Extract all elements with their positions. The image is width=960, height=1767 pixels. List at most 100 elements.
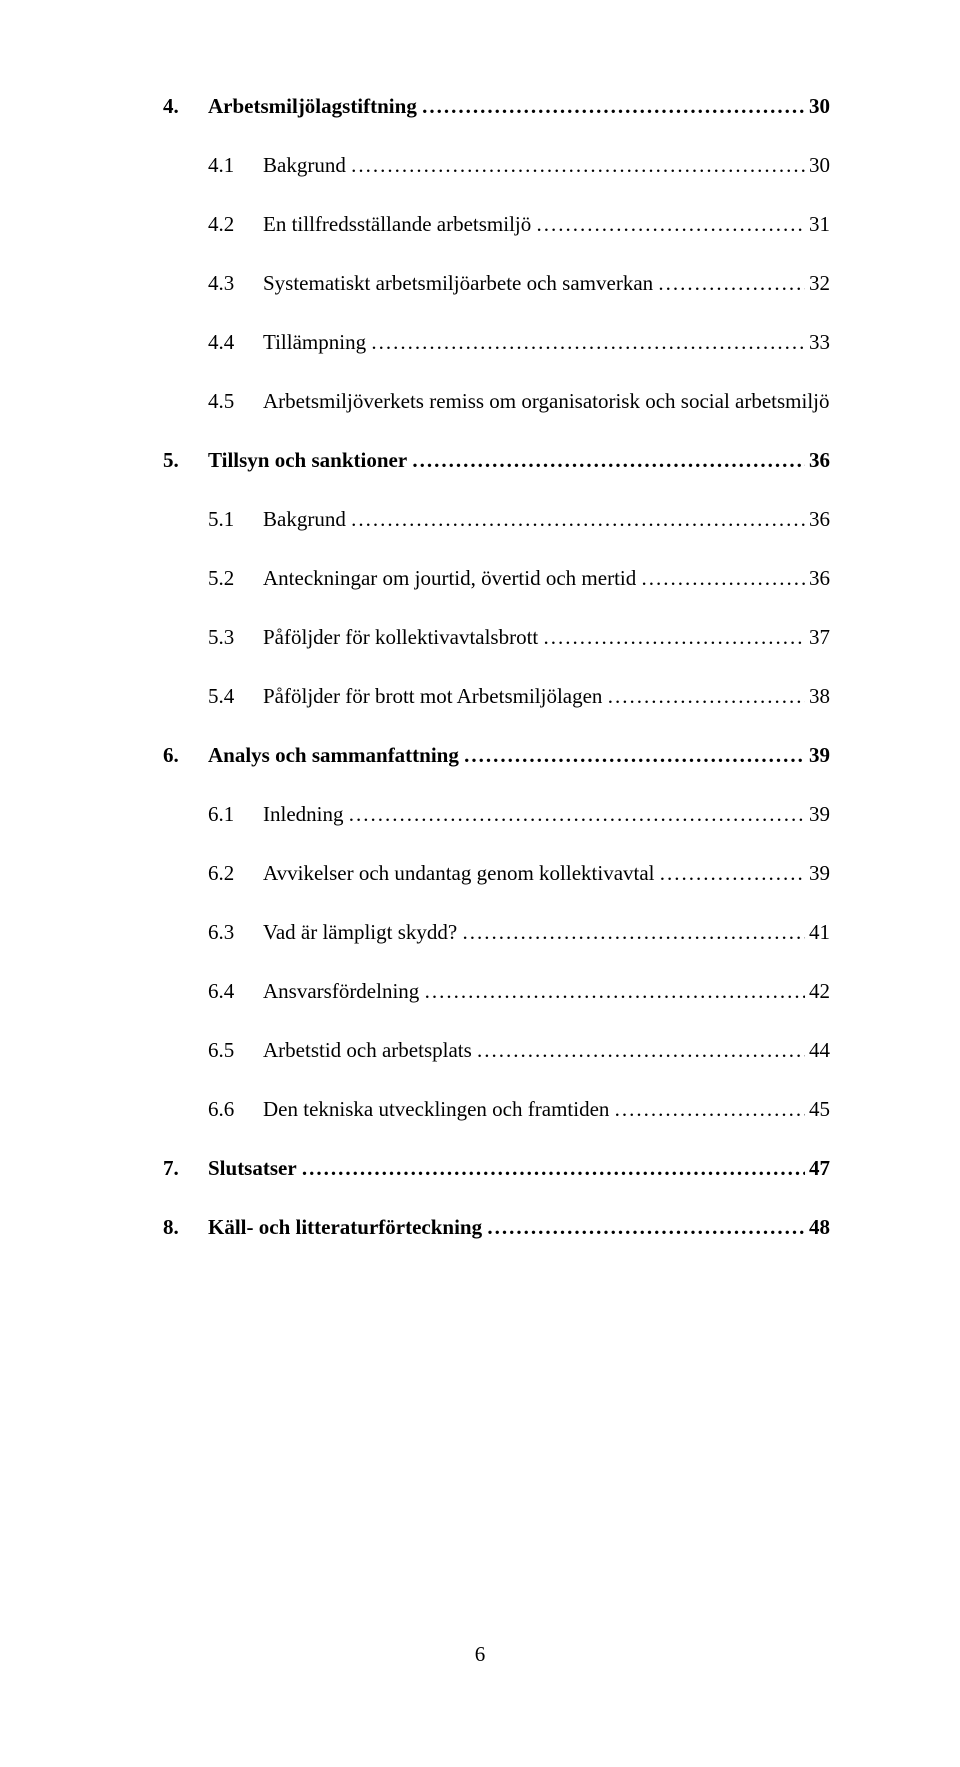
toc-page: 30 (805, 94, 830, 119)
toc-number: 7. (163, 1156, 208, 1181)
toc-leader (537, 212, 805, 237)
toc-page: 32 (805, 271, 830, 296)
toc-entry: 6.1 Inledning 39 (208, 802, 830, 827)
toc-title: Arbetsmiljöverkets remiss om organisator… (263, 389, 830, 414)
toc-number: 4.4 (208, 330, 263, 355)
toc-page: 39 (805, 861, 830, 886)
toc-title: Inledning (263, 802, 343, 827)
toc-leader (422, 94, 805, 119)
toc-title: Anteckningar om jourtid, övertid och mer… (263, 566, 636, 591)
toc-title: Avvikelser och undantag genom kollektiva… (263, 861, 655, 886)
toc-leader (425, 979, 805, 1004)
toc-number: 6.6 (208, 1097, 263, 1122)
toc-entry: 8. Käll- och litteraturförteckning 48 (163, 1215, 830, 1240)
toc-entry: 4.1 Bakgrund 30 (208, 153, 830, 178)
toc-leader (464, 743, 805, 768)
toc-page: 39 (805, 802, 830, 827)
toc-entry: 6. Analys och sammanfattning 39 (163, 743, 830, 768)
toc-number: 5.3 (208, 625, 263, 650)
toc-entry: 4.3 Systematiskt arbetsmiljöarbete och s… (208, 271, 830, 296)
toc-number: 4.3 (208, 271, 263, 296)
toc-container: 4. Arbetsmiljölagstiftning 30 4.1 Bakgru… (0, 0, 960, 1240)
toc-entry: 6.3 Vad är lämpligt skydd? 41 (208, 920, 830, 945)
toc-entry: 5.4 Påföljder för brott mot Arbetsmiljöl… (208, 684, 830, 709)
toc-title: Påföljder för brott mot Arbetsmiljölagen (263, 684, 602, 709)
toc-page: 36 (805, 507, 830, 532)
toc-entry: 5.1 Bakgrund 36 (208, 507, 830, 532)
toc-leader (615, 1097, 805, 1122)
toc-number: 6.1 (208, 802, 263, 827)
toc-title: Vad är lämpligt skydd? (263, 920, 457, 945)
toc-entry: 6.6 Den tekniska utvecklingen och framti… (208, 1097, 830, 1122)
toc-page: 47 (805, 1156, 830, 1181)
toc-number: 5.1 (208, 507, 263, 532)
toc-number: 4.1 (208, 153, 263, 178)
toc-page: 31 (805, 212, 830, 237)
toc-page: 38 (805, 684, 830, 709)
toc-leader (658, 271, 805, 296)
page-number: 6 (0, 1642, 960, 1667)
toc-entry: 4.2 En tillfredsställande arbetsmiljö 31 (208, 212, 830, 237)
toc-page: 41 (805, 920, 830, 945)
toc-number: 6.5 (208, 1038, 263, 1063)
toc-entry: 4.5 Arbetsmiljöverkets remiss om organis… (208, 389, 830, 414)
toc-leader (608, 684, 805, 709)
toc-number: 5. (163, 448, 208, 473)
toc-page: 45 (805, 1097, 830, 1122)
toc-leader (544, 625, 805, 650)
toc-title: Ansvarsfördelning (263, 979, 419, 1004)
toc-number: 6.2 (208, 861, 263, 886)
toc-leader (477, 1038, 805, 1063)
toc-number: 5.2 (208, 566, 263, 591)
toc-number: 4. (163, 94, 208, 119)
toc-leader (349, 802, 805, 827)
toc-title: Tillämpning (263, 330, 366, 355)
toc-leader (302, 1156, 805, 1181)
toc-title: Analys och sammanfattning (208, 743, 459, 768)
toc-leader (371, 330, 805, 355)
toc-leader (412, 448, 805, 473)
toc-entry: 6.5 Arbetstid och arbetsplats 44 (208, 1038, 830, 1063)
toc-title: Slutsatser (208, 1156, 297, 1181)
toc-leader (487, 1215, 805, 1240)
toc-page: 36 (805, 448, 830, 473)
toc-page: 33 (805, 330, 830, 355)
toc-entry: 7. Slutsatser 47 (163, 1156, 830, 1181)
toc-number: 6.4 (208, 979, 263, 1004)
toc-title: Tillsyn och sanktioner (208, 448, 407, 473)
toc-entry: 4.4 Tillämpning 33 (208, 330, 830, 355)
toc-entry: 4. Arbetsmiljölagstiftning 30 (163, 94, 830, 119)
toc-entry: 6.2 Avvikelser och undantag genom kollek… (208, 861, 830, 886)
toc-number: 8. (163, 1215, 208, 1240)
toc-number: 5.4 (208, 684, 263, 709)
toc-title: En tillfredsställande arbetsmiljö (263, 212, 531, 237)
toc-leader (462, 920, 805, 945)
toc-entry: 5.2 Anteckningar om jourtid, övertid och… (208, 566, 830, 591)
toc-title: Systematiskt arbetsmiljöarbete och samve… (263, 271, 653, 296)
toc-leader (660, 861, 805, 886)
toc-title: Den tekniska utvecklingen och framtiden (263, 1097, 609, 1122)
toc-entry: 5.3 Påföljder för kollektivavtalsbrott 3… (208, 625, 830, 650)
toc-entry: 6.4 Ansvarsfördelning 42 (208, 979, 830, 1004)
toc-number: 6. (163, 743, 208, 768)
toc-title: Käll- och litteraturförteckning (208, 1215, 482, 1240)
toc-title: Påföljder för kollektivavtalsbrott (263, 625, 538, 650)
toc-title: Arbetstid och arbetsplats (263, 1038, 472, 1063)
toc-page: 48 (805, 1215, 830, 1240)
toc-entry: 5. Tillsyn och sanktioner 36 (163, 448, 830, 473)
toc-leader (351, 153, 805, 178)
toc-page: 36 (805, 566, 830, 591)
toc-number: 4.2 (208, 212, 263, 237)
toc-number: 4.5 (208, 389, 263, 414)
toc-title: Bakgrund (263, 507, 346, 532)
toc-leader (642, 566, 806, 591)
toc-page: 44 (805, 1038, 830, 1063)
toc-page: 42 (805, 979, 830, 1004)
toc-page: 30 (805, 153, 830, 178)
toc-leader (351, 507, 805, 532)
toc-title: Arbetsmiljölagstiftning (208, 94, 417, 119)
toc-page: 39 (805, 743, 830, 768)
toc-number: 6.3 (208, 920, 263, 945)
toc-title: Bakgrund (263, 153, 346, 178)
toc-page: 37 (805, 625, 830, 650)
